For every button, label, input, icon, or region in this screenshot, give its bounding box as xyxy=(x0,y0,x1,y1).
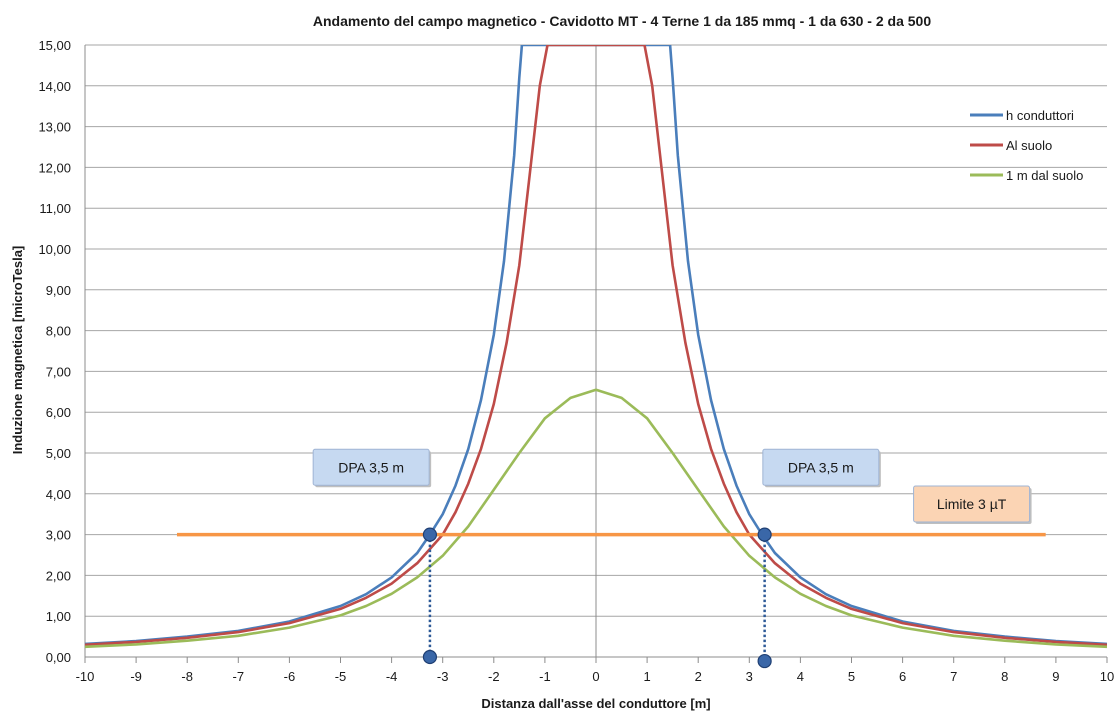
x-tick-label: 4 xyxy=(797,669,804,684)
y-tick-label: 9,00 xyxy=(46,283,71,298)
annotation-box xyxy=(762,448,880,486)
dpa-marker-bottom xyxy=(422,649,438,665)
x-tick-label: -9 xyxy=(130,669,142,684)
y-tick-labels: 0,00 1,00 2,00 3,00 4,00 5,00 6,00 7,00 8,00 9,00… xyxy=(38,38,71,665)
y-tick-label: 7,00 xyxy=(46,364,71,379)
y-tick-label: 12,00 xyxy=(38,160,71,175)
x-tick-label: 2 xyxy=(695,669,702,684)
x-tick-label: 8 xyxy=(1001,669,1008,684)
annotation-boxes: DPA 3,5 m DPA 3,5 m Limite 3 µT xyxy=(312,448,1032,524)
y-tick-label: 14,00 xyxy=(38,79,71,94)
dpa-marker-bottom xyxy=(757,653,772,669)
legend: h conduttori Al suolo 1 m dal suolo xyxy=(970,108,1083,183)
dpa-markers xyxy=(422,527,772,669)
x-tick-label: 1 xyxy=(643,669,650,684)
y-tick-label: 3,00 xyxy=(46,528,71,543)
annotation-text: DPA 3,5 m xyxy=(338,459,404,475)
y-tick-label: 4,00 xyxy=(46,487,71,502)
x-tick-label: -1 xyxy=(539,669,551,684)
x-tick-label: 6 xyxy=(899,669,906,684)
x-tick-label: -4 xyxy=(386,669,398,684)
x-tick-label: 10 xyxy=(1100,669,1114,684)
legend-label: h conduttori xyxy=(1006,108,1074,123)
x-tick-label: 0 xyxy=(592,669,599,684)
y-tick-label: 13,00 xyxy=(38,120,71,135)
series-line-1 xyxy=(85,45,1107,646)
y-tick-label: 6,00 xyxy=(46,405,71,420)
x-tick-label: -6 xyxy=(284,669,296,684)
x-tick-label: 9 xyxy=(1052,669,1059,684)
y-tick-label: 11,00 xyxy=(39,201,71,216)
y-tick-label: 10,00 xyxy=(38,242,71,257)
y-tick-label: 5,00 xyxy=(46,446,71,461)
axes xyxy=(84,45,1108,663)
x-tick-label: -3 xyxy=(437,669,449,684)
dpa-marker-top xyxy=(422,527,438,542)
x-tick-label: 7 xyxy=(950,669,957,684)
series-lines xyxy=(85,45,1107,649)
x-axis-label: Distanza dall'asse del conduttore [m] xyxy=(481,696,710,711)
x-tick-label: -8 xyxy=(181,669,193,684)
y-tick-label: 0,00 xyxy=(46,650,71,665)
x-tick-label: 5 xyxy=(848,669,855,684)
annotation-box xyxy=(312,448,430,486)
x-tick-label: -2 xyxy=(488,669,500,684)
series-line-3 xyxy=(85,388,1107,649)
y-tick-label: 8,00 xyxy=(46,324,71,339)
annotation-text: DPA 3,5 m xyxy=(788,459,854,475)
y-axis-label: Induzione magnetica [microTesla] xyxy=(10,246,25,455)
annotation-box xyxy=(913,485,1031,523)
dpa-marker-top xyxy=(757,527,772,542)
y-tick-label: 15,00 xyxy=(38,38,71,53)
x-tick-label: 3 xyxy=(746,669,753,684)
x-tick-label: -7 xyxy=(233,669,245,684)
x-tick-label: -10 xyxy=(76,669,95,684)
x-tick-label: -5 xyxy=(335,669,347,684)
chart-title: Andamento del campo magnetico - Cavidott… xyxy=(313,13,931,29)
y-tick-label: 2,00 xyxy=(46,568,71,583)
y-tick-label: 1,00 xyxy=(46,609,71,624)
legend-label: 1 m dal suolo xyxy=(1006,168,1083,183)
series-line-2 xyxy=(85,45,1107,647)
x-tick-labels: -10 -9 -8 -7 -6 -5 -4 -3 -2 -1 0 1 2 3 4 5 6 7 8 9 10 xyxy=(76,669,1115,684)
legend-label: Al suolo xyxy=(1006,138,1052,153)
annotation-text: Limite 3 µT xyxy=(937,496,1007,512)
